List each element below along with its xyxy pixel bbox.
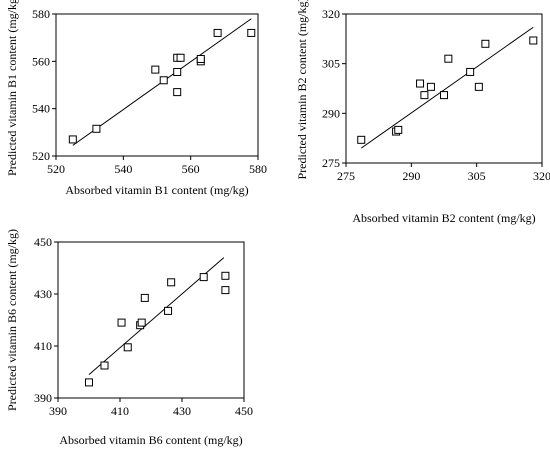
x-tick-label: 520: [47, 162, 65, 176]
data-point: [247, 28, 256, 37]
data-point: [151, 65, 160, 74]
x-tick-label: 560: [182, 162, 200, 176]
data-point: [426, 82, 435, 91]
y-tick-label: 450: [34, 235, 52, 249]
data-point: [117, 318, 126, 327]
y-tick-label: 390: [34, 391, 52, 405]
x-tick-label: 390: [49, 404, 67, 418]
x-tick-label: 290: [402, 169, 420, 183]
x-tick-label: 540: [114, 162, 132, 176]
y-tick-label: 540: [32, 102, 50, 116]
x-tick-label: 305: [468, 169, 486, 183]
plot-frame: [55, 13, 259, 157]
data-point: [167, 278, 176, 287]
data-point: [444, 54, 453, 63]
chart-panel-2: 275 290 305 320 275 290 305 320 Absorbed vitamin…: [295, 0, 550, 225]
y-tick-label: 410: [34, 339, 52, 353]
data-point: [416, 79, 425, 88]
x-tick-label: 275: [337, 169, 355, 183]
data-point: [420, 91, 429, 100]
x-tick-label: 410: [111, 404, 129, 418]
data-point: [100, 361, 109, 370]
data-point: [213, 28, 222, 37]
x-tick-label: 320: [533, 169, 550, 183]
y-axis-label: Predicted vitamin B6 content (mg/kg): [5, 229, 19, 411]
y-tick-label: 520: [32, 149, 50, 163]
data-point: [440, 91, 448, 100]
data-point: [173, 88, 182, 97]
x-axis-label: Absorbed vitamin B6 content (mg/kg): [59, 433, 242, 447]
data-point: [137, 318, 146, 327]
y-tick-label: 580: [32, 7, 50, 21]
y-tick-label: 430: [34, 287, 52, 301]
y-tick-label: 305: [322, 57, 340, 71]
data-point: [159, 76, 168, 85]
y-tick-label: 290: [322, 106, 340, 120]
data-point: [357, 135, 366, 144]
data-point: [196, 54, 205, 63]
data-point: [221, 286, 230, 295]
data-point: [140, 293, 149, 302]
chart-panel-3: 390 410 430 450 390 410 430 450 Absorbed vitamin…: [5, 229, 253, 447]
x-tick-label: 430: [173, 404, 191, 418]
data-point: [173, 67, 182, 76]
plot-frame: [345, 13, 543, 164]
data-point: [474, 82, 483, 91]
data-point: [221, 271, 230, 280]
data-point: [466, 67, 475, 76]
data-point: [85, 378, 93, 387]
y-tick-label: 560: [32, 54, 50, 68]
data-point: [199, 273, 208, 282]
data-point: [394, 125, 403, 134]
data-point: [481, 39, 490, 48]
y-tick-label: 320: [322, 7, 340, 21]
y-tick-label: 275: [322, 156, 340, 170]
data-point: [164, 306, 173, 315]
data-point: [123, 343, 132, 352]
x-axis-label: Absorbed vitamin B2 content (mg/kg): [352, 211, 535, 225]
y-axis-label: Predicted vitamin B2 content (mg/kg): [295, 0, 309, 179]
data-point: [68, 135, 77, 144]
data-point: [92, 124, 101, 133]
data-point: [176, 53, 185, 62]
regression-line: [360, 26, 534, 149]
x-tick-label: 580: [249, 162, 267, 176]
x-axis-label: Absorbed vitamin B1 content (mg/kg): [65, 183, 248, 197]
x-tick-label: 450: [235, 404, 253, 418]
plot-frame: [57, 241, 245, 399]
data-point: [529, 36, 538, 45]
y-axis-label: Predicted vitamin B1 content (mg/kg): [5, 0, 19, 176]
